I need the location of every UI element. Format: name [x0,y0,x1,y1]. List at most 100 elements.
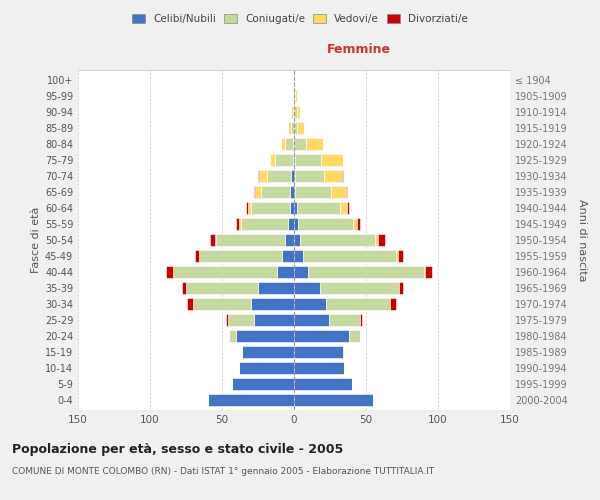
Bar [308,266,424,278]
Bar [288,122,291,134]
Bar [294,122,297,134]
Y-axis label: Anni di nascita: Anni di nascita [577,198,587,281]
Bar [187,298,193,310]
Bar [294,330,349,342]
Bar [377,234,385,246]
Bar [247,202,248,214]
Bar [254,314,294,326]
Text: Popolazione per età, sesso e stato civile - 2005: Popolazione per età, sesso e stato civil… [12,442,343,456]
Bar [294,314,329,326]
Bar [193,298,251,310]
Bar [266,170,291,182]
Bar [358,218,360,230]
Bar [293,154,294,166]
Bar [208,394,294,406]
Bar [347,202,349,214]
Bar [294,154,295,166]
Bar [294,186,295,198]
Bar [343,346,344,358]
Bar [326,298,391,310]
Bar [229,330,236,342]
Bar [291,122,294,134]
Bar [173,266,277,278]
Bar [226,314,228,326]
Bar [293,138,294,150]
Bar [294,282,320,294]
Bar [277,266,294,278]
Bar [242,346,294,358]
Legend: Celibi/Nubili, Coniugati/e, Vedovi/e, Divorziati/e: Celibi/Nubili, Coniugati/e, Vedovi/e, Di… [128,10,472,29]
Bar [294,298,326,310]
Bar [294,250,302,262]
Bar [248,202,251,214]
Bar [346,186,347,198]
Text: Femmine: Femmine [327,44,391,57]
Bar [305,138,323,150]
Bar [228,314,254,326]
Bar [275,154,293,166]
Bar [283,250,294,262]
Bar [341,170,343,182]
Bar [290,202,294,214]
Bar [360,314,362,326]
Bar [236,330,294,342]
Bar [286,138,293,150]
Bar [300,234,374,246]
Bar [232,378,294,390]
Bar [259,170,266,182]
Bar [241,218,288,230]
Bar [294,234,300,246]
Bar [211,234,215,246]
Bar [302,250,396,262]
Bar [398,250,403,262]
Bar [194,250,199,262]
Bar [186,282,258,294]
Bar [294,266,308,278]
Bar [286,234,294,246]
Bar [294,90,295,102]
Bar [329,314,360,326]
Bar [258,170,259,182]
Bar [297,122,304,134]
Bar [349,330,360,342]
Bar [199,250,283,262]
Bar [261,186,290,198]
Y-axis label: Fasce di età: Fasce di età [31,207,41,273]
Bar [294,394,373,406]
Bar [255,186,261,198]
Bar [239,218,241,230]
Bar [294,218,298,230]
Bar [294,202,297,214]
Bar [254,186,255,198]
Bar [182,282,186,294]
Bar [281,138,286,150]
Bar [391,298,396,310]
Bar [340,202,347,214]
Bar [294,106,297,118]
Bar [295,154,322,166]
Bar [294,138,305,150]
Bar [236,218,239,230]
Bar [424,266,425,278]
Bar [396,250,398,262]
Text: COMUNE DI MONTE COLOMBO (RN) - Dati ISTAT 1° gennaio 2005 - Elaborazione TUTTITA: COMUNE DI MONTE COLOMBO (RN) - Dati ISTA… [12,468,434,476]
Bar [239,362,294,374]
Bar [166,266,173,278]
Bar [298,218,353,230]
Bar [295,90,297,102]
Bar [215,234,216,246]
Bar [322,154,343,166]
Bar [374,234,377,246]
Bar [425,266,432,278]
Bar [297,106,300,118]
Bar [293,106,294,118]
Bar [331,186,346,198]
Bar [399,282,403,294]
Bar [288,218,294,230]
Bar [295,186,331,198]
Bar [251,298,294,310]
Bar [251,202,290,214]
Bar [258,282,294,294]
Bar [294,378,352,390]
Bar [269,154,275,166]
